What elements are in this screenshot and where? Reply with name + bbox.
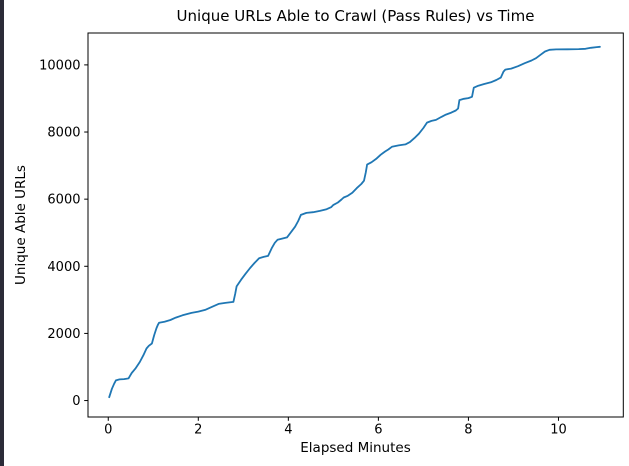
x-tick-label: 4 — [284, 423, 292, 438]
y-axis-label: Unique Able URLs — [13, 165, 29, 285]
chart-title: Unique URLs Able to Crawl (Pass Rules) v… — [176, 7, 535, 25]
x-tick-label: 6 — [374, 423, 382, 438]
data-line-unique-able-urls — [108, 45, 601, 399]
y-tick-label: 10000 — [39, 58, 80, 73]
window-background-strip — [0, 0, 4, 466]
y-tick-label: 4000 — [47, 260, 80, 275]
y-tick-label: 2000 — [47, 327, 80, 342]
y-tick-label: 6000 — [47, 193, 80, 208]
x-tick-label: 10 — [550, 423, 567, 438]
plot-frame — [87, 32, 624, 418]
x-tick-label: 0 — [104, 423, 112, 438]
y-tick-label: 0 — [72, 394, 80, 409]
x-tick-label: 2 — [194, 423, 202, 438]
y-tick-label: 8000 — [47, 126, 80, 141]
x-tick-label: 8 — [464, 423, 472, 438]
x-axis-label: Elapsed Minutes — [300, 440, 411, 456]
